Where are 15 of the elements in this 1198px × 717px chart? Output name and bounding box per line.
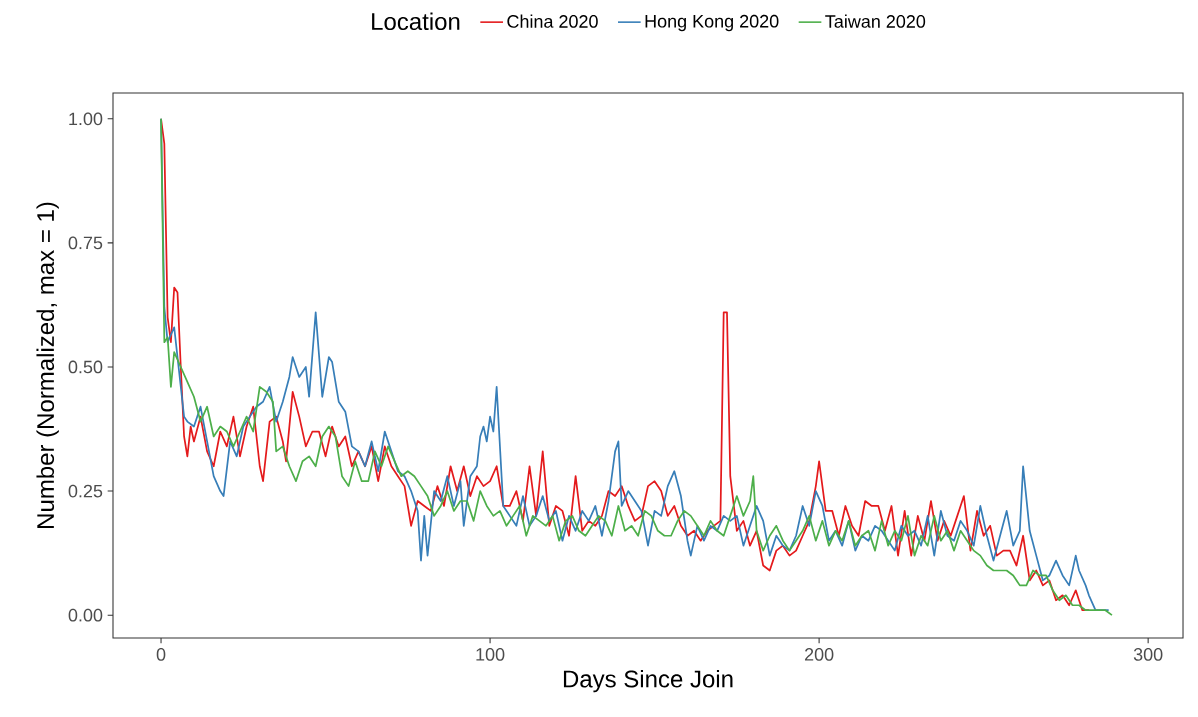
x-tick-label: 200 [804,648,834,661]
x-tick-label: 100 [476,648,505,661]
legend-label: Hong Kong 2020 [645,14,779,32]
y-tick-label: 0.00 [68,608,103,622]
y-tick-label: 0.75 [68,236,103,250]
legend-title: Location [372,12,460,31]
y-axis-title: Number (Normalized, max = 1) [36,202,59,528]
y-tick-label: 0.25 [68,484,103,498]
legend-label: China 2020 [507,14,598,28]
x-tick-label: 300 [1133,648,1163,661]
x-axis-title: Days Since Join [563,669,733,693]
x-tick-label: 0 [156,648,166,661]
legend-label: Taiwan 2020 [825,14,926,28]
y-tick-label: 0.50 [68,360,103,374]
y-tick-label: 1.00 [69,112,103,126]
